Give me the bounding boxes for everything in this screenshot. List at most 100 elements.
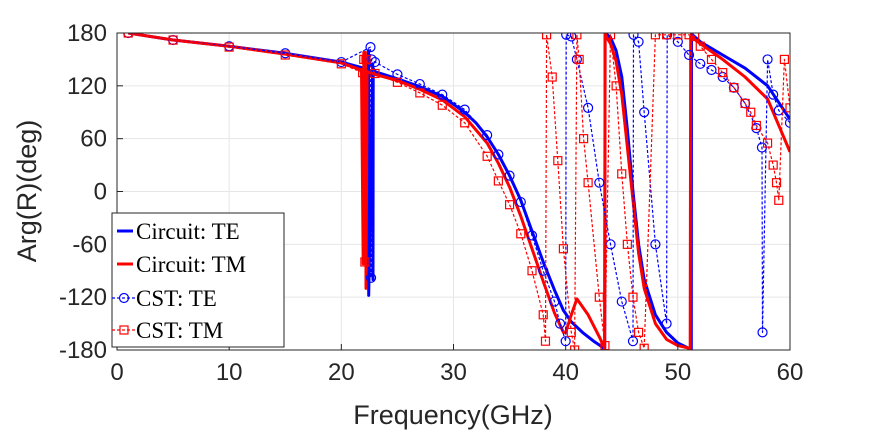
series-layer	[123, 33, 790, 350]
legend-entry-cst-tm: CST: TM	[112, 318, 223, 343]
data-point-cst-tm	[605, 33, 616, 40]
legend-box	[111, 212, 285, 348]
data-point-cst-te	[582, 102, 594, 113]
data-point-cst-tm	[628, 292, 638, 302]
data-point-cst-tm	[779, 54, 789, 65]
data-point-cst-te	[683, 49, 695, 61]
data-point-cst-tm	[633, 327, 644, 337]
data-point-cst-tm	[729, 82, 739, 93]
x-axis-title: Frequency(GHz)	[353, 400, 553, 430]
data-point-cst-tm	[673, 33, 683, 40]
data-point-cst-tm	[123, 33, 133, 38]
x-tick-label: 20	[328, 359, 355, 386]
legend-label-circuit-te: Circuit: TE	[136, 219, 240, 244]
data-point-cst-tm	[785, 103, 790, 113]
data-point-cst-tm	[541, 33, 552, 40]
data-point-cst-tm	[622, 239, 632, 249]
data-point-cst-tm	[762, 138, 773, 148]
y-tick-label: 60	[80, 126, 107, 153]
data-point-cst-te	[566, 33, 577, 42]
legend-label-cst-tm: CST: TM	[136, 318, 223, 343]
data-point-cst-tm	[690, 33, 700, 42]
data-point-cst-tm	[706, 54, 717, 65]
axis-ticks: 0 10 20 30 40 50 60 180 120 60 0 -60 -120 -180	[59, 20, 803, 386]
legend-marker-cst-tm	[119, 325, 129, 335]
data-point-cst-tm	[224, 42, 234, 52]
data-point-cst-te	[504, 170, 515, 181]
data-point-cst-te	[672, 36, 683, 47]
data-point-cst-tm	[611, 81, 621, 91]
y-tick-label: -120	[59, 284, 107, 311]
data-point-cst-te	[706, 64, 717, 76]
data-point-cst-tm	[771, 178, 782, 188]
data-point-cst-tm	[361, 54, 371, 65]
legend-marker-cst-te	[118, 292, 130, 304]
data-point-cst-tm	[751, 120, 761, 131]
data-point-cst-tm	[168, 35, 178, 45]
y-tick-label: 120	[67, 73, 107, 100]
data-point-cst-tm	[336, 59, 346, 69]
data-point-cst-te	[773, 105, 784, 116]
data-point-cst-te	[784, 117, 790, 128]
data-point-cst-te	[616, 296, 627, 307]
legend-entry-circuit-te: Circuit: TE	[117, 219, 240, 244]
x-tick-label: 40	[552, 359, 579, 386]
data-point-cst-te	[482, 130, 493, 141]
data-point-cst-tm	[482, 151, 492, 161]
data-point-cst-tm	[516, 229, 526, 239]
data-point-cst-te	[661, 318, 672, 329]
data-point-cst-tm	[493, 176, 503, 186]
legend: Circuit: TE Circuit: TM CST: TE CST: TM	[111, 212, 285, 348]
data-point-cst-te	[437, 89, 448, 100]
data-point-cst-tm	[415, 88, 425, 98]
data-point-cst-tm	[540, 336, 551, 346]
data-point-cst-tm	[774, 195, 784, 205]
data-point-cst-te	[554, 318, 566, 329]
data-point-cst-te	[639, 107, 650, 118]
data-point-cst-te	[627, 336, 639, 347]
data-point-cst-tm	[684, 33, 694, 40]
data-point-cst-tm	[650, 33, 661, 40]
data-point-cst-te	[493, 149, 504, 160]
x-tick-label: 0	[110, 359, 123, 386]
data-point-cst-tm	[280, 50, 290, 60]
data-point-cst-tm	[572, 33, 582, 40]
data-point-cst-tm	[579, 134, 589, 144]
data-point-cst-tm	[740, 98, 750, 109]
x-tick-label: 30	[440, 359, 467, 386]
data-point-cst-te	[605, 239, 616, 250]
data-point-cst-te	[561, 33, 572, 40]
data-point-cst-tm	[538, 310, 548, 320]
data-point-cst-te	[650, 239, 661, 250]
data-point-cst-tm	[639, 343, 649, 350]
data-point-cst-te	[757, 327, 768, 338]
data-point-cst-te	[594, 177, 605, 188]
y-axis-title: Arg(R)(deg)	[12, 120, 42, 263]
data-point-cst-tm	[662, 33, 672, 40]
data-point-cst-tm	[594, 292, 604, 302]
data-point-cst-te	[762, 54, 773, 65]
data-point-cst-tm	[574, 54, 584, 65]
data-point-cst-tm	[460, 118, 470, 128]
data-point-cst-tm	[617, 169, 627, 179]
data-point-cst-tm	[718, 68, 728, 78]
data-point-cst-te	[633, 36, 644, 47]
y-tick-label: 0	[94, 179, 107, 206]
legend-label-circuit-tm: Circuit: TM	[136, 252, 246, 277]
data-point-cst-tm	[768, 160, 778, 170]
data-point-cst-tm	[553, 156, 563, 166]
data-point-cst-tm	[558, 244, 569, 254]
data-point-cst-tm	[746, 107, 756, 117]
x-tick-label: 50	[664, 359, 691, 386]
x-tick-label: 60	[777, 359, 804, 386]
data-point-cst-te	[628, 33, 639, 40]
data-point-cst-te	[526, 230, 538, 241]
legend-entry-cst-te: CST: TE	[112, 286, 217, 311]
data-point-cst-te	[365, 41, 376, 53]
data-point-cst-tm	[392, 77, 403, 87]
data-point-cst-tm	[695, 41, 705, 51]
y-tick-label: 180	[67, 20, 107, 47]
data-point-cst-te	[459, 104, 470, 115]
data-point-cst-te	[695, 58, 706, 69]
